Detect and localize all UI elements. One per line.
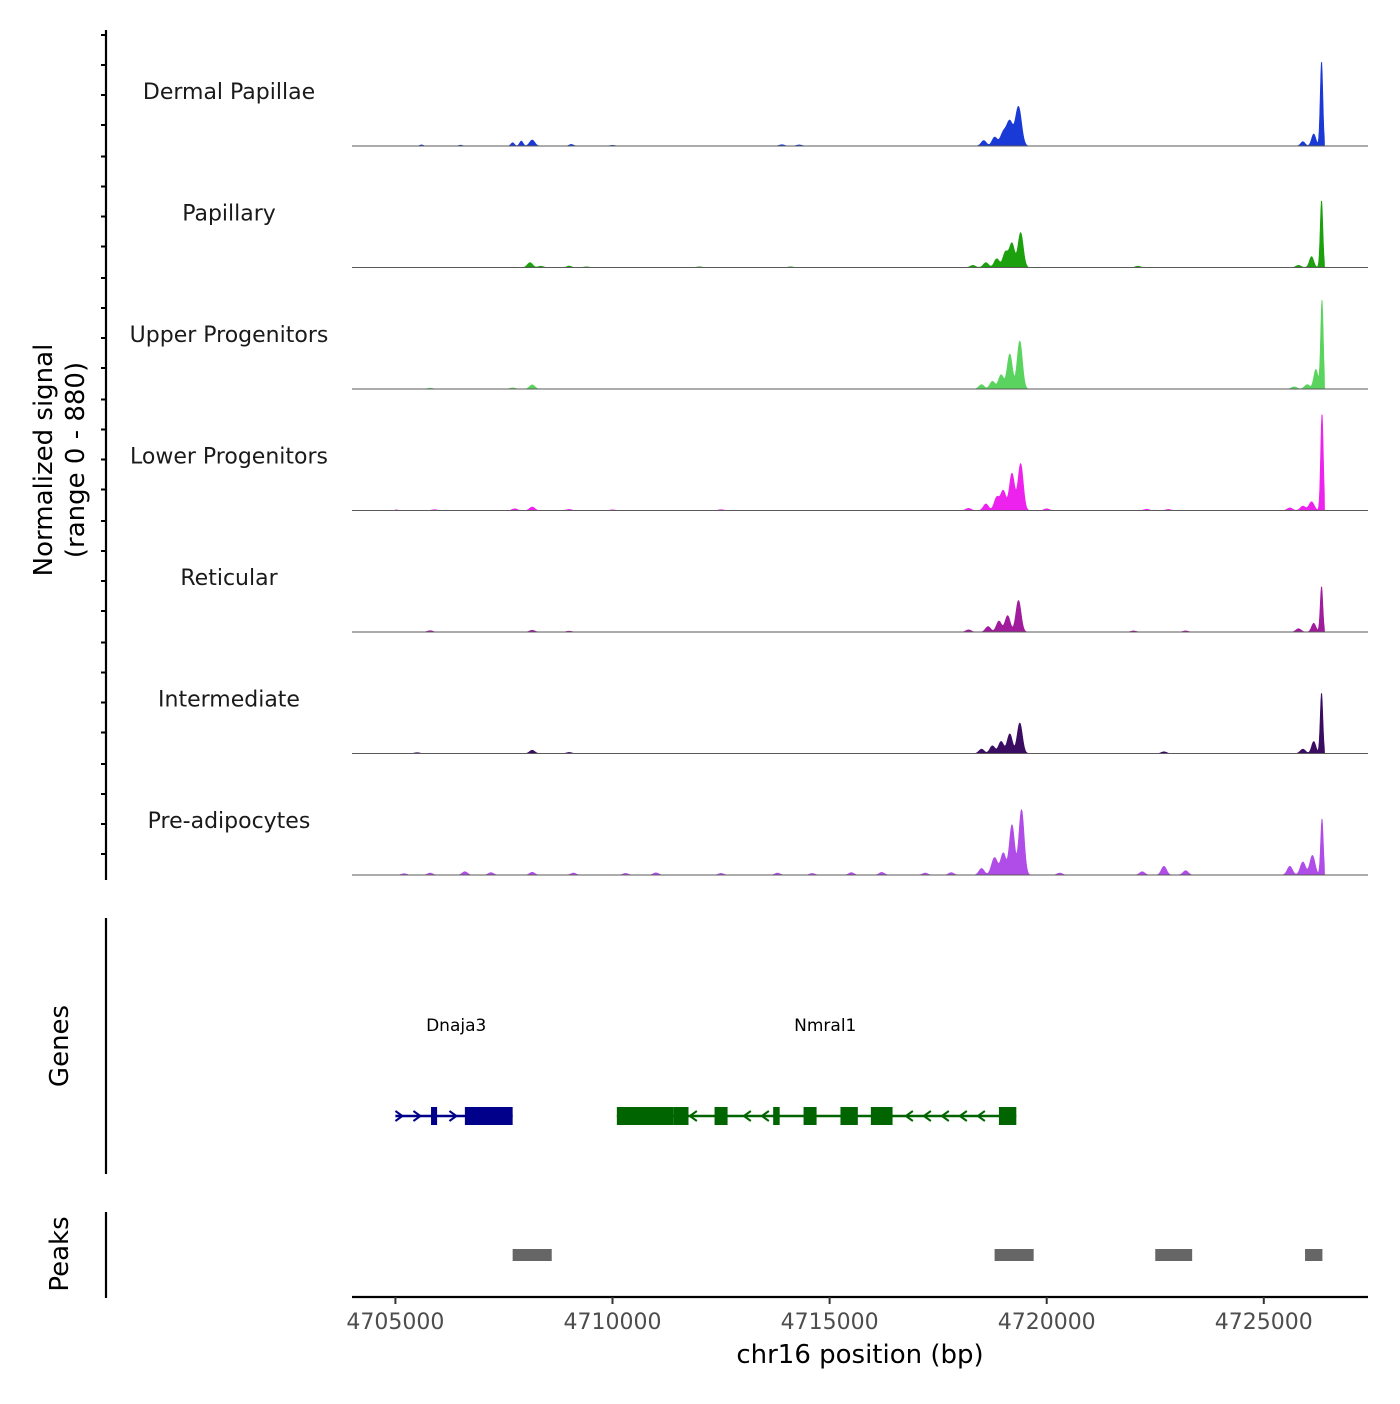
coverage-area xyxy=(395,62,1325,147)
coverage-area xyxy=(395,299,1325,390)
strand-arrow xyxy=(958,1110,968,1122)
gene-exon xyxy=(431,1107,438,1125)
strand-arrow xyxy=(448,1110,459,1122)
strand-arrow xyxy=(760,1110,770,1122)
gene-exon xyxy=(870,1107,893,1125)
y-axis-title-line2: (range 0 - 880) xyxy=(61,362,91,558)
gene-exon xyxy=(673,1107,689,1125)
strand-arrow xyxy=(976,1110,986,1122)
gene-label: Dnaja3 xyxy=(426,1016,486,1036)
gene-model: Nmral1 xyxy=(616,1016,1017,1125)
coverage-track: Upper Progenitors xyxy=(130,299,1368,390)
x-axis: 4705000 4710000 4715000 4720000 4725000 xyxy=(346,1295,1368,1335)
gene-exon xyxy=(998,1107,1017,1125)
coverage-track: Pre-adipocytes xyxy=(148,809,1368,876)
peaks-track-title: Peaks xyxy=(45,1216,75,1291)
y-axis-title-line1: Normalized signal xyxy=(29,344,59,577)
peak-region xyxy=(512,1249,552,1261)
strand-arrow xyxy=(412,1110,423,1122)
gene-model: Dnaja3 xyxy=(394,1016,513,1125)
coverage-area xyxy=(395,693,1325,754)
strand-arrow xyxy=(688,1110,698,1122)
genes-track-title: Genes xyxy=(45,1005,75,1087)
track-label: Upper Progenitors xyxy=(130,323,329,348)
coverage-y-axis xyxy=(101,30,108,880)
gene-exon xyxy=(464,1107,513,1125)
track-label: Intermediate xyxy=(158,688,300,713)
x-tick-label: 4725000 xyxy=(1215,1310,1313,1335)
track-label: Dermal Papillae xyxy=(143,80,315,105)
coverage-track: Dermal Papillae xyxy=(143,62,1368,147)
coverage-track: Papillary xyxy=(182,200,1368,268)
gene-exon xyxy=(840,1107,858,1125)
gene-exon xyxy=(803,1107,817,1125)
peak-region xyxy=(994,1249,1034,1261)
x-tick-label: 4715000 xyxy=(781,1310,879,1335)
coverage-area xyxy=(395,586,1325,633)
strand-arrow xyxy=(904,1110,914,1122)
gene-exon xyxy=(773,1107,780,1125)
peak-region xyxy=(1305,1249,1323,1261)
gene-exon xyxy=(616,1107,674,1125)
track-label: Reticular xyxy=(180,566,278,591)
track-label: Papillary xyxy=(182,202,276,227)
coverage-area xyxy=(395,809,1325,876)
strand-arrow xyxy=(940,1110,950,1122)
peak-region xyxy=(1155,1249,1193,1261)
coverage-track: Intermediate xyxy=(158,688,1368,754)
track-label: Pre-adipocytes xyxy=(148,809,311,834)
coverage-area xyxy=(395,200,1325,268)
coverage-area xyxy=(395,414,1325,511)
gene-track: Dnaja3 Nmral1 xyxy=(104,918,1017,1174)
gene-label: Nmral1 xyxy=(794,1016,856,1036)
x-tick-label: 4720000 xyxy=(998,1310,1096,1335)
coverage-track: Lower Progenitors xyxy=(130,414,1368,511)
x-axis-title: chr16 position (bp) xyxy=(736,1340,983,1370)
x-tick-label: 4705000 xyxy=(346,1310,444,1335)
coverage-tracks: Dermal Papillae Papillary Upper Progenitor… xyxy=(130,62,1368,876)
strand-arrow xyxy=(394,1110,405,1122)
track-label: Lower Progenitors xyxy=(130,445,328,470)
gene-exon xyxy=(714,1107,728,1125)
strand-arrow xyxy=(742,1110,752,1122)
strand-arrow xyxy=(922,1110,932,1122)
x-tick-label: 4710000 xyxy=(564,1310,662,1335)
peak-track xyxy=(104,1212,1323,1298)
coverage-track: Reticular xyxy=(180,566,1368,633)
